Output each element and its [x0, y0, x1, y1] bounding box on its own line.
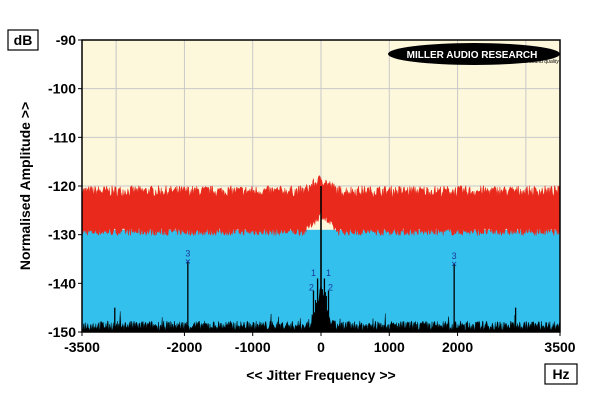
spike-lines: [114, 186, 517, 330]
marker-label: 1: [311, 268, 316, 278]
markers: 3 3 1 1 2 2: [185, 248, 456, 292]
x-tick-label: -3500: [64, 339, 100, 355]
y-axis-ticks: -90 -100 -110 -120 -130 -140 -150: [48, 32, 82, 340]
y-tick-label: -150: [48, 324, 76, 340]
x-axis-title: << Jitter Frequency >>: [246, 367, 395, 383]
y-tick-label: -140: [48, 275, 76, 291]
marker-cross: [185, 259, 191, 264]
marker-label: 3: [185, 248, 190, 258]
x-tick-label: 0: [317, 339, 325, 355]
marker-label: 1: [326, 268, 331, 278]
y-unit-box: [7, 29, 39, 51]
x-axis-ticks: -3500 -2000 -1000 0 1000 2000 3500: [64, 332, 576, 355]
logo-name: MILLER AUDIO RESEARCH: [407, 50, 538, 61]
x-unit-box: [544, 363, 578, 385]
x-tick-label: 3500: [544, 339, 575, 355]
y-tick-label: -120: [48, 178, 76, 194]
x-tick-label: -2000: [167, 339, 203, 355]
miller-audio-research-logo: MILLER AUDIO RESEARCH Getting the measur…: [388, 43, 560, 65]
marker-label: 2: [309, 283, 314, 293]
marker-cross: [451, 261, 457, 267]
x-tick-label: 1000: [374, 339, 405, 355]
y-tick-label: -130: [48, 227, 76, 243]
y-tick-label: -110: [49, 129, 76, 145]
marker-label: 2: [328, 283, 333, 293]
y-unit-label: dB: [14, 32, 33, 48]
y-tick-label: -100: [48, 81, 76, 97]
logo-tagline: Getting the measure of sound quality: [477, 59, 559, 65]
x-tick-label: 2000: [442, 339, 473, 355]
x-tick-label: -1000: [235, 339, 271, 355]
y-axis-title: Normalised Amplitude >>: [17, 102, 33, 270]
x-unit-label: Hz: [552, 366, 569, 382]
y-tick-label: -90: [56, 32, 76, 48]
marker-label: 3: [452, 251, 457, 261]
